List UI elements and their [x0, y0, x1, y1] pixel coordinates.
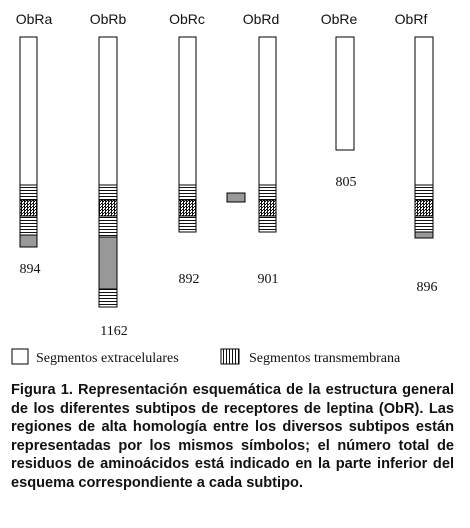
homology-block-striped	[19, 184, 38, 201]
homology-block-dense	[258, 199, 277, 217]
receptor-obrd	[226, 36, 277, 233]
extracellular-segment	[178, 36, 197, 186]
homology-block-striped	[258, 184, 277, 201]
receptor-label-obre: ObRe	[321, 11, 358, 27]
legend-swatch-transmembrane	[220, 348, 240, 365]
residue-count-obra: 894	[20, 262, 41, 277]
residue-count-obrc: 892	[179, 272, 200, 287]
intracellular-tail	[98, 288, 118, 308]
intracellular-segment	[19, 234, 38, 248]
residue-count-obrd: 901	[258, 272, 279, 287]
receptor-label-obrf: ObRf	[395, 11, 428, 27]
receptor-obrc	[178, 36, 197, 233]
transmembrane-segment	[19, 215, 38, 236]
figure-caption: Figura 1. Representación esquemática de …	[11, 382, 454, 491]
homology-block-dense	[19, 199, 38, 217]
residue-count-obrb: 1162	[100, 324, 127, 339]
homology-block-striped	[414, 184, 434, 201]
intracellular-segment	[414, 231, 434, 239]
receptor-label-obrb: ObRb	[90, 11, 127, 27]
legend-swatch-extracellular	[11, 348, 29, 365]
homology-block-striped	[98, 184, 118, 201]
homology-block-dense	[414, 199, 434, 217]
residue-count-obre: 805	[336, 175, 357, 190]
extracellular-segment	[414, 36, 434, 186]
residue-count-obrf: 896	[417, 280, 438, 295]
transmembrane-segment	[414, 215, 434, 233]
transmembrane-segment	[258, 215, 277, 233]
receptor-obre	[335, 36, 355, 151]
receptor-obrb	[98, 36, 118, 308]
extracellular-segment	[98, 36, 118, 186]
receptor-label-obrd: ObRd	[243, 11, 280, 27]
legend: Segmentos extracelulares Segmentos trans…	[11, 348, 401, 366]
homology-block-striped	[178, 184, 197, 201]
homology-block-dense	[178, 199, 197, 217]
transmembrane-segment	[178, 215, 197, 233]
receptor-obrf	[414, 36, 434, 239]
intracellular-segment	[98, 236, 118, 290]
detached-intracellular-segment	[226, 192, 246, 203]
homology-block-dense	[98, 199, 118, 217]
extracellular-segment	[258, 36, 277, 186]
transmembrane-segment	[98, 215, 118, 238]
legend-label-transmembrane: Segmentos transmembrana	[249, 351, 401, 366]
receptor-label-obrc: ObRc	[169, 11, 205, 27]
receptor-diagram: ObRa ObRb ObRc ObRd ObRe ObRf 894 1162 8…	[11, 11, 438, 366]
receptor-obra	[19, 36, 38, 248]
extracellular-segment	[335, 36, 355, 151]
extracellular-segment	[19, 36, 38, 186]
receptor-label-obra: ObRa	[16, 11, 53, 27]
legend-label-extracellular: Segmentos extracelulares	[36, 351, 179, 366]
